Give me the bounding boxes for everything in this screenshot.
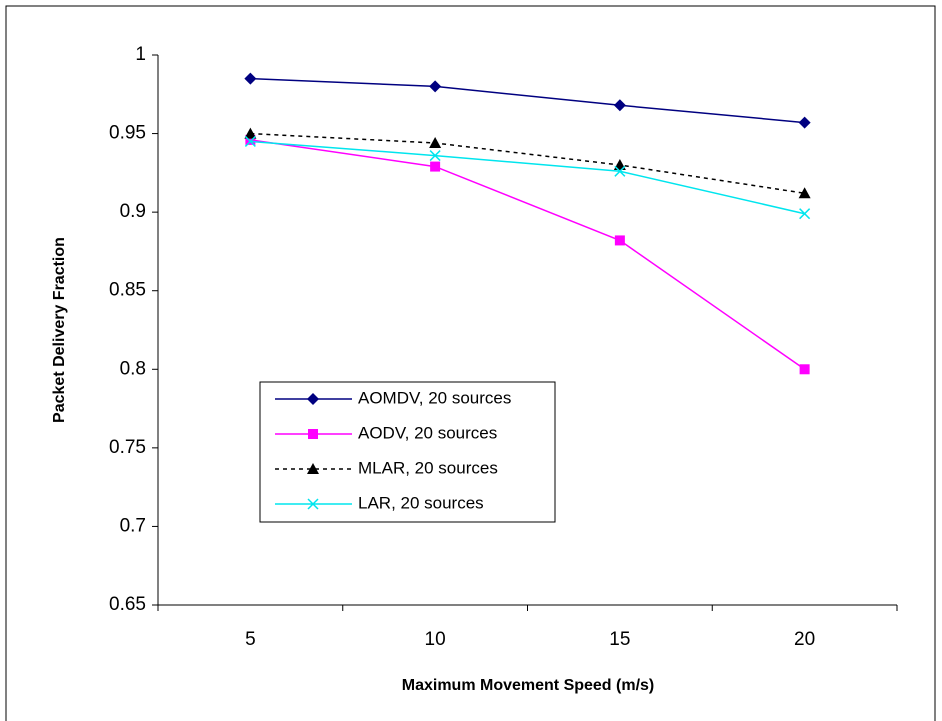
y-tick-label: 0.65 [109, 594, 146, 615]
marker [798, 187, 811, 199]
frame [5, 5, 936, 721]
marker [307, 393, 319, 405]
y-tick-label: 0.7 [120, 515, 146, 536]
marker [429, 137, 442, 148]
marker [308, 429, 318, 439]
x-tick-label: 10 [425, 629, 446, 650]
legend-label: MLAR, 20 sources [358, 458, 498, 477]
x-tick-label: 20 [794, 629, 815, 650]
marker [798, 116, 811, 129]
marker [244, 135, 256, 147]
marker [430, 161, 441, 172]
legend-box [259, 381, 556, 523]
legend-label: AODV, 20 sources [358, 423, 497, 442]
series-line [250, 140, 805, 215]
y-tick-label: 0.95 [109, 123, 146, 144]
marker [799, 364, 810, 375]
marker [614, 235, 625, 246]
series-line [250, 139, 806, 370]
marker [429, 80, 442, 93]
x-tick-label: 5 [245, 629, 256, 650]
marker [244, 127, 257, 139]
y-tick-label: 0.75 [109, 437, 146, 458]
series-line [250, 77, 805, 124]
marker [613, 99, 626, 112]
y-tick-label: 0.8 [120, 358, 146, 379]
marker [613, 159, 626, 170]
marker [307, 498, 319, 510]
y-tick-label: 0.85 [109, 280, 146, 301]
marker [429, 150, 441, 162]
y-axis-title: Packet Delivery Fraction [51, 237, 68, 423]
x-tick-label: 15 [609, 629, 630, 650]
x-axis-title: Maximum Movement Speed (m/s) [402, 677, 655, 694]
series-line [250, 132, 805, 195]
marker [614, 165, 626, 177]
legend-label: LAR, 20 sources [358, 493, 484, 512]
legend-label: AOMDV, 20 sources [358, 388, 511, 407]
y-tick-label: 1 [135, 44, 146, 65]
y-tick-label: 0.9 [120, 201, 146, 222]
marker [799, 208, 811, 220]
marker [244, 72, 257, 85]
marker [307, 463, 319, 474]
marker [245, 134, 256, 145]
